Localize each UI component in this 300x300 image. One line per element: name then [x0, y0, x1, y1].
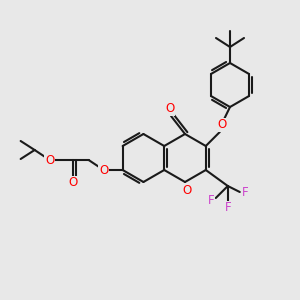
Text: O: O [68, 176, 77, 190]
Text: O: O [99, 164, 108, 176]
Text: O: O [182, 184, 192, 196]
Text: F: F [242, 185, 248, 199]
Text: O: O [45, 154, 54, 166]
Text: F: F [224, 201, 231, 214]
Text: F: F [208, 194, 214, 206]
Text: O: O [165, 103, 175, 116]
Text: O: O [217, 118, 226, 131]
